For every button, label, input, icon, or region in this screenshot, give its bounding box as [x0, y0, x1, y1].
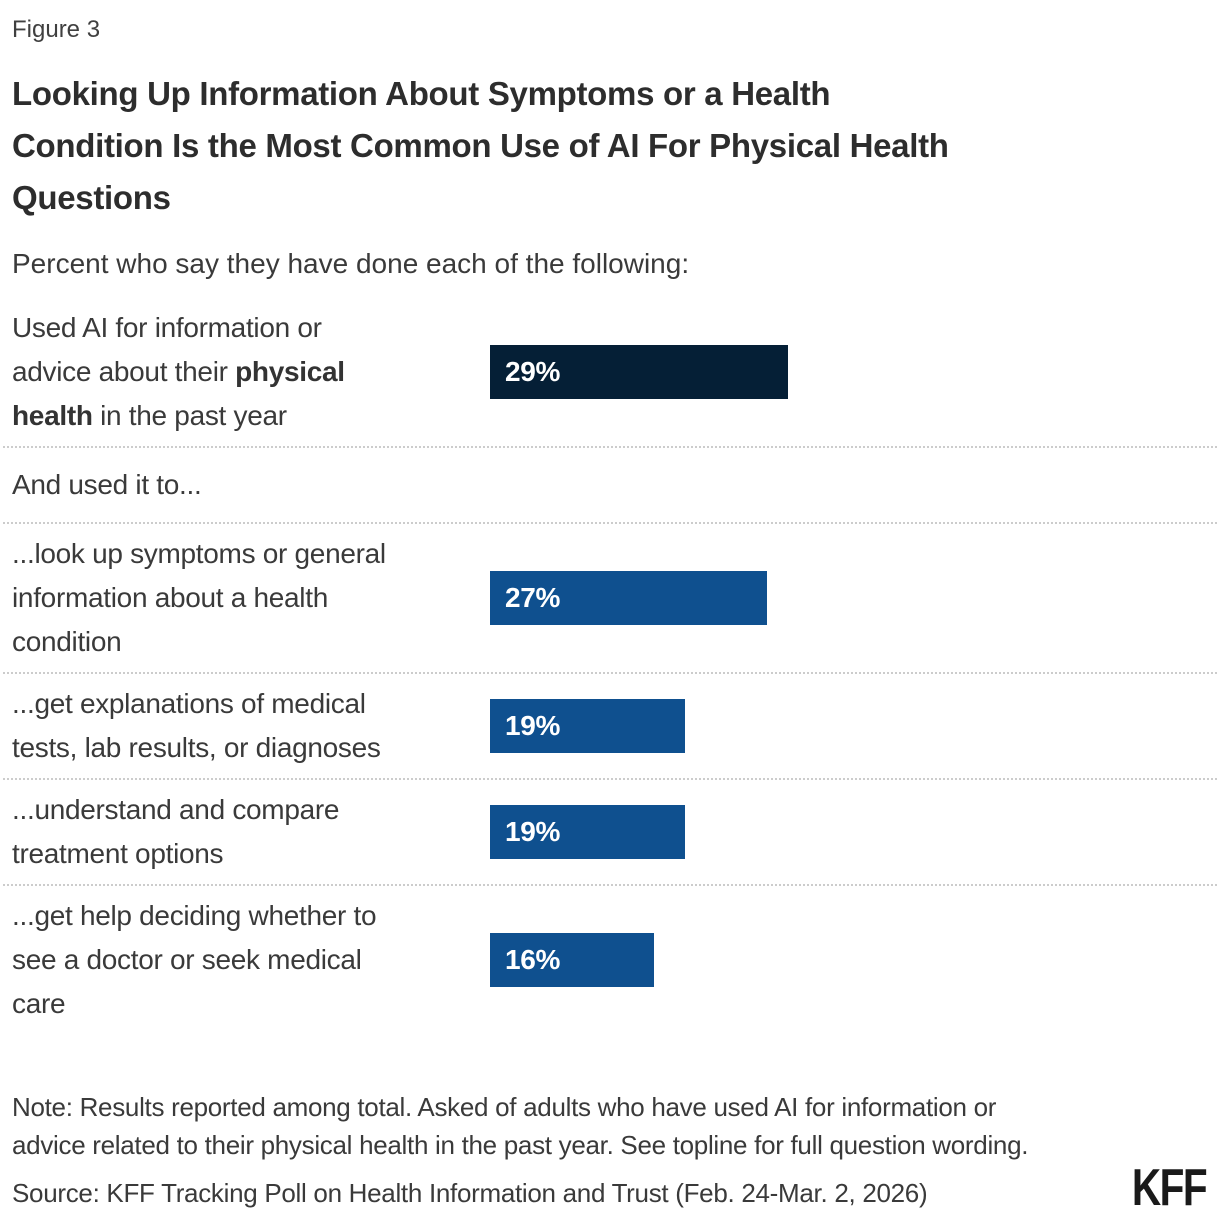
chart-title-line: Condition Is the Most Common Use of AI F… [12, 127, 949, 164]
bar-row-used-ai-physical-health: Used AI for information or advice about t… [12, 298, 1208, 446]
bar-explanations-of-medical-tests: 19% [490, 699, 685, 753]
note-text: Note: Results reported among total. Aske… [12, 1092, 997, 1122]
bar-deciding-to-see-doctor: 16% [490, 933, 654, 987]
bar-value-label: 19% [505, 710, 561, 741]
bar-look-up-symptoms: 27% [490, 571, 767, 625]
row-label-line: condition [12, 626, 122, 657]
bar-value-label: 16% [505, 944, 561, 975]
bar-row-explanations-of-medical-tests: ...get explanations of medical tests, lab… [12, 674, 1208, 778]
row-label-line: information about a health [12, 582, 328, 613]
row-divider [3, 672, 1217, 674]
bar-area: 29% [490, 345, 1208, 399]
chart-footer: Note: Results reported among total. Aske… [12, 1088, 1208, 1212]
bar-area: 16% [490, 933, 1208, 987]
row-label: ...get explanations of medical tests, lab… [12, 682, 490, 770]
bar-value-label: 19% [505, 816, 561, 847]
bar-chart: Used AI for information or advice about t… [3, 298, 1217, 1034]
bar-row-deciding-to-see-doctor: ...get help deciding whether to see a doc… [12, 886, 1208, 1034]
row-divider [3, 778, 1217, 780]
row-label: ...understand and compare treatment optio… [12, 788, 490, 876]
kff-logo: KFF [1131, 1159, 1208, 1217]
bar-value-label: 27% [505, 582, 561, 613]
row-label-line: ...look up symptoms or general [12, 538, 386, 569]
row-divider [3, 522, 1217, 524]
section-heading: And used it to... [12, 469, 202, 500]
row-label-line: ...get explanations of medical [12, 688, 366, 719]
bar-area: 19% [490, 699, 1208, 753]
figure-label: Figure 3 [12, 16, 101, 43]
note-text: advice related to their physical health … [12, 1130, 1029, 1160]
source-text: Source: KFF Tracking Poll on Health Info… [12, 1178, 928, 1208]
row-label: ...look up symptoms or general informatio… [12, 532, 490, 664]
section-heading-row-and-used-it-to: And used it to... [12, 448, 1208, 522]
row-divider [3, 446, 1217, 448]
bar-area: 27% [490, 571, 1208, 625]
bar-value-label: 29% [505, 356, 561, 387]
row-label-line: care [12, 988, 66, 1019]
row-label-line: ...understand and compare [12, 794, 340, 825]
bar-area: 19% [490, 805, 1208, 859]
row-label: Used AI for information or advice about t… [12, 306, 490, 438]
row-label-line: Used AI for information or [12, 312, 322, 343]
row-label-line: treatment options [12, 838, 224, 869]
bar-used-ai-physical-health: 29% [490, 345, 788, 399]
row-label-line: tests, lab results, or diagnoses [12, 732, 381, 763]
bar-compare-treatment-options: 19% [490, 805, 685, 859]
bar-row-compare-treatment-options: ...understand and compare treatment optio… [12, 780, 1208, 884]
chart-title-line: Questions [12, 179, 171, 216]
row-divider [3, 884, 1217, 886]
row-label: ...get help deciding whether to see a doc… [12, 894, 490, 1026]
chart-subtitle: Percent who say they have done each of t… [12, 248, 690, 279]
row-label-line: ...get help deciding whether to [12, 900, 377, 931]
row-label-line: see a doctor or seek medical [12, 944, 362, 975]
bar-row-look-up-symptoms: ...look up symptoms or general informatio… [12, 524, 1208, 672]
row-label-line: health in the past year [12, 400, 287, 431]
chart-title: Looking Up Information About Symptoms or… [12, 68, 1208, 224]
chart-title-line: Looking Up Information About Symptoms or… [12, 75, 831, 112]
row-label-line: advice about their physical [12, 356, 345, 387]
